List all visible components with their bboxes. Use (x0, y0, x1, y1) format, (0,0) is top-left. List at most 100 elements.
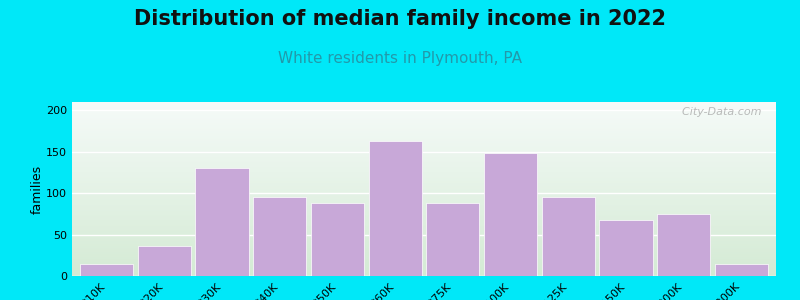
Bar (72, 116, 776, 117)
Bar (72, 112, 776, 113)
Bar (72, 230, 776, 231)
Bar (72, 224, 776, 225)
Bar (72, 239, 776, 240)
Bar (72, 194, 776, 195)
Bar (72, 195, 776, 196)
Bar (72, 227, 776, 228)
Bar (72, 214, 776, 215)
Bar (72, 248, 776, 249)
Bar (72, 226, 776, 227)
Bar (72, 181, 776, 182)
Bar (72, 108, 776, 109)
Bar (72, 222, 776, 223)
Bar (72, 167, 776, 168)
Bar (72, 216, 776, 217)
Bar (72, 174, 776, 175)
Bar (72, 182, 776, 183)
Bar (72, 132, 776, 133)
Bar (72, 242, 776, 243)
Bar (72, 130, 776, 131)
Bar (72, 211, 776, 212)
Bar (72, 106, 776, 107)
Bar (72, 221, 776, 222)
Bar (72, 244, 776, 245)
Bar (72, 209, 776, 210)
Bar (72, 256, 776, 257)
Bar (72, 186, 776, 187)
Bar (72, 193, 776, 194)
Bar (72, 168, 776, 169)
Bar (72, 178, 776, 179)
Text: City-Data.com: City-Data.com (675, 107, 762, 117)
Bar (72, 146, 776, 147)
Bar (311, 203, 364, 276)
Bar (72, 234, 776, 235)
Bar (72, 189, 776, 190)
Bar (72, 212, 776, 213)
Bar (72, 149, 776, 150)
Bar (72, 176, 776, 177)
Bar (72, 166, 776, 167)
Bar (72, 236, 776, 237)
Bar (72, 111, 776, 112)
Bar (72, 144, 776, 145)
Bar (72, 264, 776, 265)
Bar (72, 151, 776, 152)
Bar (72, 102, 776, 103)
Bar (72, 107, 776, 108)
Bar (72, 121, 776, 122)
Bar (72, 135, 776, 136)
Bar (72, 156, 776, 157)
Bar (72, 238, 776, 239)
Bar (72, 160, 776, 161)
Bar (72, 148, 776, 149)
Bar (72, 128, 776, 129)
Bar (72, 139, 776, 140)
Bar (72, 122, 776, 123)
Bar (72, 255, 776, 256)
Bar (72, 260, 776, 261)
Bar (72, 154, 776, 155)
Bar (72, 129, 776, 130)
Bar (72, 220, 776, 221)
Bar (72, 104, 776, 105)
Bar (72, 207, 776, 208)
Bar (72, 161, 776, 162)
Bar (72, 175, 776, 176)
Bar (72, 228, 776, 229)
Bar (72, 103, 776, 104)
Bar (72, 115, 776, 116)
Bar (72, 233, 776, 234)
Bar (72, 238, 776, 239)
Bar (72, 206, 776, 207)
Bar (72, 170, 776, 171)
Bar (80, 264, 133, 276)
Bar (72, 150, 776, 151)
Y-axis label: families: families (30, 164, 43, 214)
Bar (72, 263, 776, 264)
Bar (72, 258, 776, 259)
Bar (72, 118, 776, 119)
Bar (72, 261, 776, 262)
Bar (72, 245, 776, 246)
Bar (72, 271, 776, 272)
Bar (72, 185, 776, 186)
Bar (599, 220, 653, 276)
Bar (72, 240, 776, 241)
Bar (72, 126, 776, 127)
Bar (72, 172, 776, 173)
Bar (72, 275, 776, 276)
Bar (72, 191, 776, 192)
Bar (72, 192, 776, 193)
Bar (72, 131, 776, 132)
Bar (72, 193, 776, 194)
Bar (72, 268, 776, 269)
Bar (72, 203, 776, 204)
Bar (72, 231, 776, 232)
Bar (657, 214, 710, 276)
Bar (72, 190, 776, 191)
Bar (72, 145, 776, 146)
Bar (542, 197, 595, 276)
Bar (72, 152, 776, 153)
Bar (72, 119, 776, 120)
